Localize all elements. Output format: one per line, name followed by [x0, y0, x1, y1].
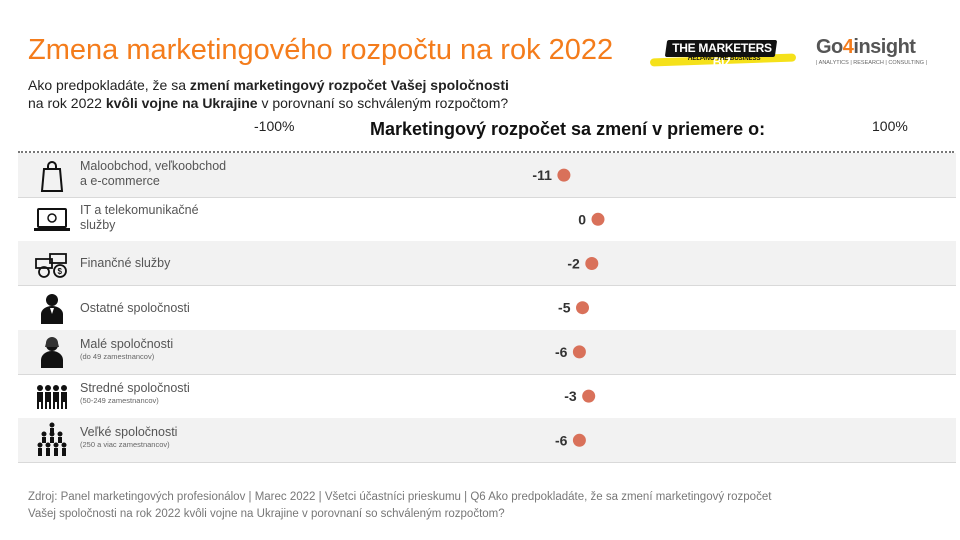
subtitle: Ako predpokladáte, že sa zmení marketing… — [28, 76, 618, 112]
footnote-line1: Zdroj: Panel marketingových profesionálo… — [28, 491, 772, 503]
svg-text:$: $ — [58, 267, 63, 276]
chart-title: Marketingový rozpočet sa zmení v priemer… — [370, 119, 766, 139]
the-marketers-biz-logo: THE MARKETERS BIZ HELPING THE BUSINESS — [648, 36, 797, 69]
laptop-icon — [32, 199, 72, 239]
small-team-icon — [32, 376, 72, 416]
category-label-text: Stredné spoločnosti — [80, 381, 190, 395]
category-row: IT a telekomunikačné služby — [18, 197, 956, 243]
axis-max-label: 100% — [872, 118, 908, 134]
category-label-text: Maloobchod, veľkoobchod a e-commerce — [80, 159, 227, 188]
category-label-text: IT a telekomunikačné služby — [80, 203, 199, 233]
axis-min-label: -100% — [254, 118, 295, 134]
header-divider — [18, 151, 954, 153]
page-title: Zmena marketingového rozpočtu na rok 202… — [28, 34, 614, 66]
category-note: (do 49 zamestnancov) — [80, 351, 155, 361]
subtitle-line2-bold: kvôli vojne na Ukrajine — [105, 95, 258, 111]
category-note: (50-249 zamestnancov) — [80, 396, 159, 405]
category-label: Stredné spoločnosti (50-249 zamestnancov) — [80, 381, 190, 406]
category-label: Veľké spoločnosti (250 a viac zamestnanco… — [80, 425, 177, 450]
person-icon — [32, 332, 72, 372]
category-label: Finančné služby — [80, 256, 170, 271]
category-label: IT a telekomunikačné služby — [80, 203, 199, 233]
go4insight-logo: Go4insight | ANALYTICS | RESEARCH | CONS… — [816, 36, 936, 70]
footnote-line2: Vašej spoločnosti na rok 2022 kvôli vojn… — [28, 508, 505, 520]
category-row: Maloobchod, veľkoobchod a e-commerce — [18, 153, 956, 198]
logo-text: THE MARKETERS BIZ — [672, 41, 772, 69]
category-row: Ostatné spoločnosti — [18, 286, 956, 331]
category-label: Ostatné spoločnosti — [80, 301, 190, 316]
subtitle-line1-pre: Ako predpokladáte, že sa — [28, 77, 190, 93]
category-note: (250 a viac zamestnancov) — [80, 440, 170, 450]
money-bills-icon: $ — [32, 243, 72, 283]
category-row: Veľké spoločnosti (250 a viac zamestnanco… — [18, 418, 956, 464]
subtitle-line2-post: v porovnaní so schváleným rozpočtom? — [257, 95, 509, 111]
category-label-text: Ostatné spoločnosti — [80, 300, 190, 315]
businessman-icon — [32, 288, 72, 328]
go4insight-tagline: | ANALYTICS | RESEARCH | CONSULTING | — [816, 60, 927, 66]
category-row: $ Finančné služby — [18, 241, 956, 287]
subtitle-line2-pre: na rok 2022 — [28, 95, 106, 111]
large-team-icon — [32, 420, 72, 460]
category-label-text: Veľké spoločnosti — [80, 425, 178, 440]
category-label: Maloobchod, veľkoobchod a e-commerce — [80, 159, 226, 189]
go4insight-name: Go4insight — [816, 36, 916, 58]
category-label: Malé spoločnosti (do 49 zamestnancov) — [80, 337, 173, 362]
source-footnote: Zdroj: Panel marketingových profesionálo… — [28, 489, 928, 523]
category-label-text: Malé spoločnosti — [80, 336, 174, 351]
category-label-text: Finančné služby — [80, 256, 171, 271]
shopping-bag-icon — [32, 155, 72, 195]
category-row: Malé spoločnosti (do 49 zamestnancov) — [18, 329, 956, 375]
category-row: Stredné spoločnosti (50-249 zamestnancov) — [18, 374, 956, 419]
subtitle-line1-bold: zmení marketingový rozpočet Vašej spoloč… — [189, 77, 509, 93]
logo-subtext: HELPING THE BUSINESS — [688, 56, 761, 62]
